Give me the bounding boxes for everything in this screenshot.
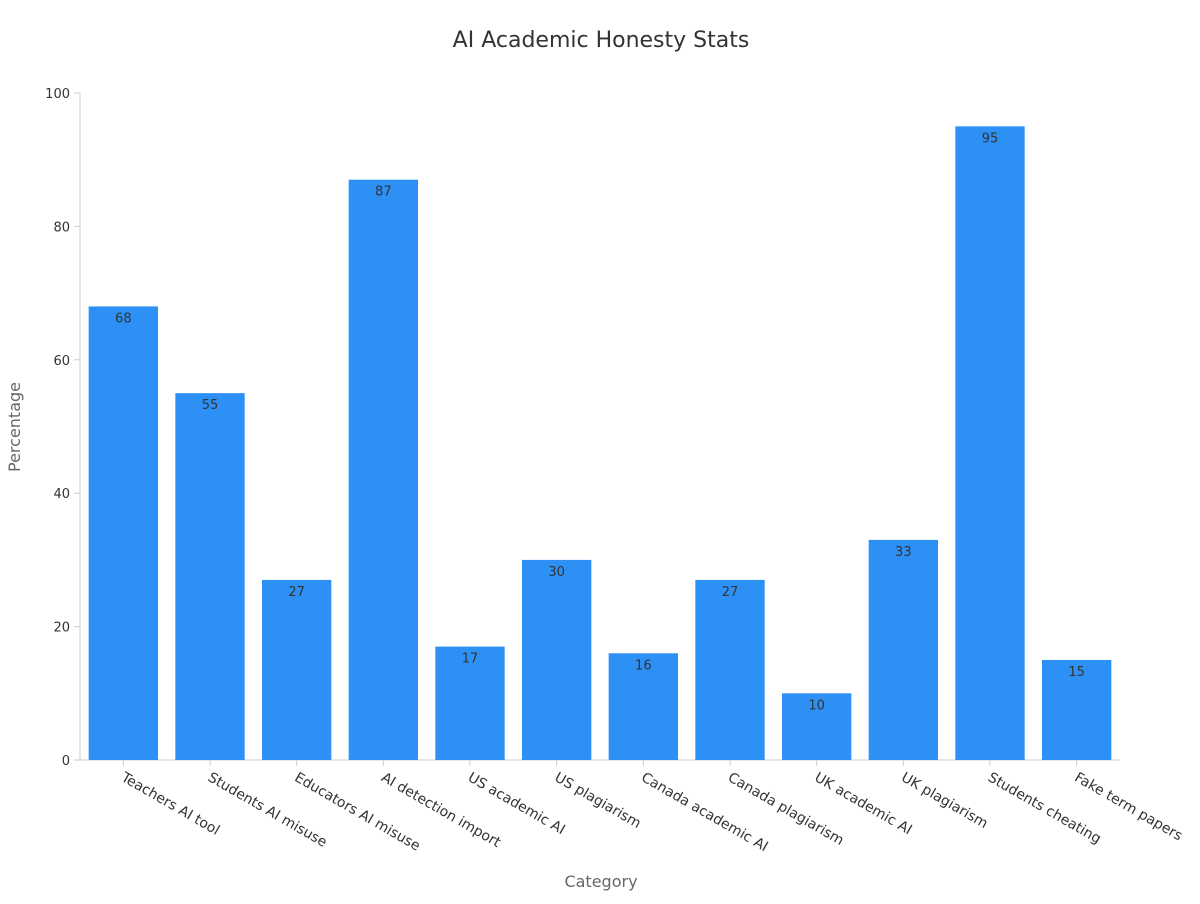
bar [175, 393, 245, 760]
y-tick-label: 0 [62, 754, 70, 769]
bar [1042, 659, 1112, 760]
bar [88, 306, 158, 760]
y-tick-label: 60 [53, 354, 70, 369]
bar [782, 693, 852, 760]
bar-value-label: 95 [982, 131, 999, 146]
bar-value-label: 87 [375, 185, 392, 200]
bar-value-label: 33 [895, 545, 912, 560]
bar-value-label: 27 [288, 585, 305, 600]
bar-value-label: 16 [635, 658, 652, 673]
y-tick-label: 20 [53, 621, 70, 636]
bar-value-label: 30 [548, 565, 565, 580]
y-tick-label: 80 [53, 220, 70, 235]
bar [695, 579, 765, 760]
bar [435, 646, 505, 760]
bar-value-label: 17 [462, 652, 479, 667]
y-axis-title: Percentage [5, 382, 24, 472]
bar-value-label: 27 [722, 585, 739, 600]
bar [868, 539, 938, 760]
bar-value-label: 55 [202, 398, 219, 413]
bar-value-label: 15 [1068, 665, 1085, 680]
bar-value-label: 68 [115, 311, 132, 326]
bars-group: 68 55 27 87 17 30 16 27 10 33 95 15 [88, 126, 1112, 761]
bar-value-label: 10 [808, 698, 825, 713]
bar [608, 653, 678, 760]
y-tick-label: 100 [45, 87, 70, 102]
y-tick-label: 40 [53, 487, 70, 502]
x-axis-title: Category [564, 872, 637, 891]
bar [522, 559, 592, 760]
chart-title: AI Academic Honesty Stats [453, 28, 750, 53]
y-axis-ticks: 0 20 40 60 80 100 [45, 87, 80, 769]
bar [955, 126, 1025, 761]
bar [262, 579, 332, 760]
bar [348, 179, 418, 760]
